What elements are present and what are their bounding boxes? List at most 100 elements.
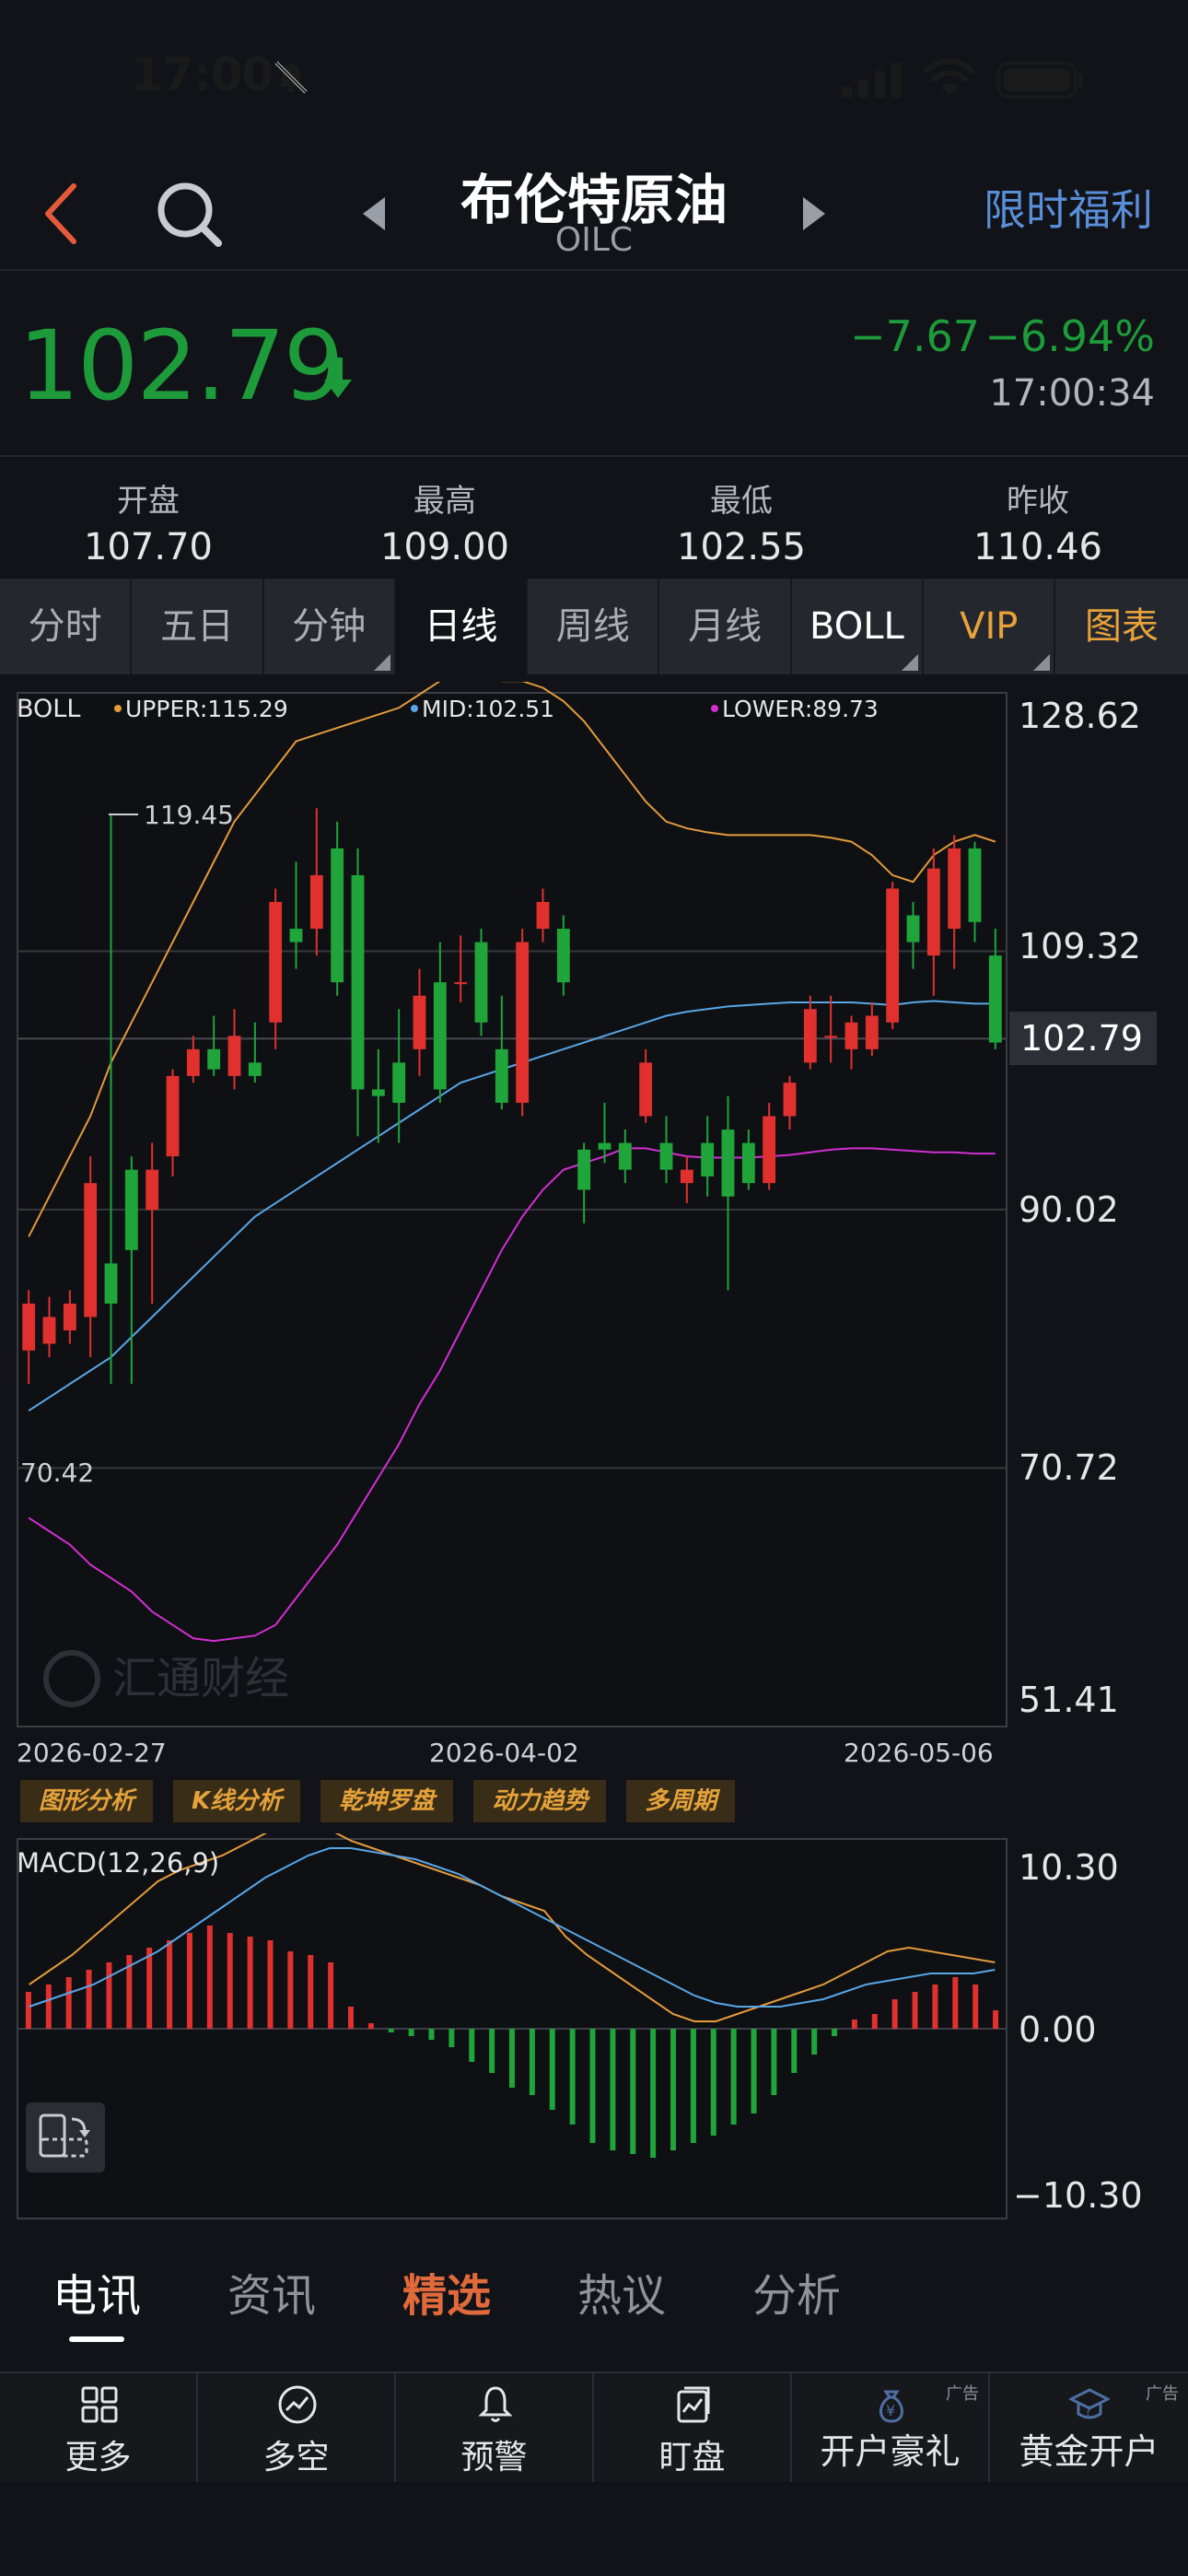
candle [968, 841, 982, 943]
candle [516, 929, 530, 1117]
macd-bar [328, 1962, 334, 2029]
news-tab-info[interactable]: 资讯 [227, 2270, 316, 2322]
tab-intraday[interactable]: 分时 [0, 579, 133, 674]
quote-time: 17:00:34 [989, 372, 1155, 415]
tab-boll[interactable]: BOLL [792, 579, 925, 674]
macd-bar [347, 2007, 354, 2029]
news-tab-label: 电讯 [52, 2270, 141, 2322]
candle [331, 821, 344, 996]
macd-bar [408, 2029, 414, 2036]
tool-momentum[interactable]: 动力趋势 [473, 1780, 607, 1822]
mid-legend: MID:102.51 [422, 696, 554, 722]
news-tab-telegraph[interactable]: 电讯 [9, 2233, 184, 2371]
ohlc-prev-close: 昨收 110.46 [890, 459, 1186, 579]
candle-body [371, 1089, 385, 1096]
candle-body [680, 1169, 693, 1184]
macd-bar [428, 2029, 435, 2040]
macd-svg[interactable]: MACD(12,26,9) 10.30 0.00 −10.30 [0, 1817, 1188, 2230]
nav-more[interactable]: 更多 [0, 2373, 198, 2484]
candle-body [906, 915, 920, 943]
kline-chart[interactable]: 汇通财经 BOLL UPPER:115.29 MID:102.51 LOWER:… [0, 682, 1188, 1787]
promo-link[interactable]: 限时福利 [984, 185, 1153, 235]
last-price-tag-text: 102.79 [1020, 1018, 1143, 1059]
y-tick-label: 90.02 [1019, 1189, 1119, 1230]
active-tab-indicator [69, 2336, 124, 2342]
tab-daily[interactable]: 日线 [395, 579, 529, 674]
macd-bar [549, 2029, 555, 2110]
ohlc-label: 最低 [710, 483, 773, 520]
analysis-tools: 图形分析 K线分析 乾坤罗盘 动力趋势 多周期 [20, 1780, 755, 1826]
nav-label: 盯盘 [658, 2439, 726, 2476]
prev-symbol-icon[interactable] [357, 193, 390, 234]
symbol-code: OILC [554, 221, 634, 259]
candle [166, 1069, 180, 1177]
macd-bar [670, 2029, 677, 2150]
macd-bar [710, 2029, 716, 2136]
macd-bar [247, 1937, 253, 2029]
back-icon[interactable] [39, 177, 85, 251]
ohlc-label: 昨收 [1007, 483, 1069, 520]
tool-compass[interactable]: 乾坤罗盘 [320, 1780, 454, 1822]
kline-svg[interactable]: 汇通财经 BOLL UPPER:115.29 MID:102.51 LOWER:… [0, 682, 1188, 1787]
candle-body [763, 1116, 776, 1184]
candle-body [618, 1142, 632, 1170]
signal-icon [842, 63, 902, 98]
tab-vip[interactable]: VIP [924, 579, 1056, 674]
candle [701, 1116, 715, 1197]
candle [474, 929, 488, 1036]
candle-body [516, 942, 530, 1103]
candle [763, 1102, 776, 1190]
candle-body [166, 1075, 180, 1157]
status-bar: 17:00 [0, 0, 1188, 157]
news-tab-featured[interactable]: 精选 [402, 2270, 491, 2322]
candle [495, 995, 508, 1110]
y-tick-label: 70.72 [1019, 1447, 1119, 1488]
candle-body [104, 1263, 118, 1304]
macd-bar [851, 2020, 857, 2029]
macd-bar [912, 1992, 918, 2029]
candle-body [84, 1183, 98, 1317]
macd-bar [469, 2029, 475, 2062]
tab-minute[interactable]: 分钟 [264, 579, 396, 674]
dropdown-corner-icon [902, 654, 919, 671]
candle-body [824, 1036, 838, 1038]
macd-bar [267, 1940, 274, 2029]
grid-icon [81, 2386, 118, 2423]
nav-account-gift[interactable]: 广告 ¥ 开户豪礼 [792, 2373, 990, 2484]
candle [577, 1142, 591, 1224]
tab-monthly[interactable]: 月线 [659, 579, 792, 674]
tool-kline-analysis[interactable]: K线分析 [173, 1780, 301, 1822]
candle-body [741, 1142, 755, 1184]
tab-chart[interactable]: 图表 [1085, 605, 1159, 648]
candles [22, 808, 1002, 1385]
candle-body [968, 848, 982, 922]
macd-tick-label: 0.00 [1019, 2009, 1097, 2050]
news-tab-analysis[interactable]: 分析 [751, 2270, 841, 2322]
search-icon[interactable] [152, 177, 226, 251]
price-change: −7.67 [850, 311, 980, 361]
nav-long-short[interactable]: 多空 [198, 2373, 396, 2484]
macd-bar [650, 2029, 657, 2158]
svg-text:¥: ¥ [886, 2402, 895, 2419]
candle [659, 1116, 673, 1184]
tab-five-day[interactable]: 五日 [132, 579, 264, 674]
tool-multi-period[interactable]: 多周期 [626, 1780, 736, 1822]
nav-alert[interactable]: 预警 [396, 2373, 594, 2484]
ad-tag: 广告 [1146, 2384, 1179, 2404]
next-symbol-icon[interactable] [798, 193, 831, 234]
nav-gold-account[interactable]: 广告 ? 黄金开户 [990, 2373, 1188, 2484]
candle [124, 1156, 138, 1385]
landscape-toggle-icon[interactable] [26, 2102, 105, 2172]
tool-pattern-analysis[interactable]: 图形分析 [20, 1780, 154, 1822]
macd-lines [29, 1817, 996, 2022]
header: 布伦特原油 OILC 限时福利 [0, 157, 1188, 271]
candle-body [495, 1048, 508, 1103]
candle-body [248, 1062, 262, 1076]
news-tab-discussion[interactable]: 热议 [577, 2270, 666, 2322]
x-date-label: 2026-04-02 [429, 1738, 579, 1768]
trend-circle-icon [278, 2385, 317, 2424]
macd-chart[interactable]: MACD(12,26,9) 10.30 0.00 −10.30 [0, 1817, 1188, 2230]
tab-weekly[interactable]: 周线 [528, 579, 660, 674]
nav-watch[interactable]: 盯盘 [594, 2373, 792, 2484]
candle [207, 1015, 221, 1076]
